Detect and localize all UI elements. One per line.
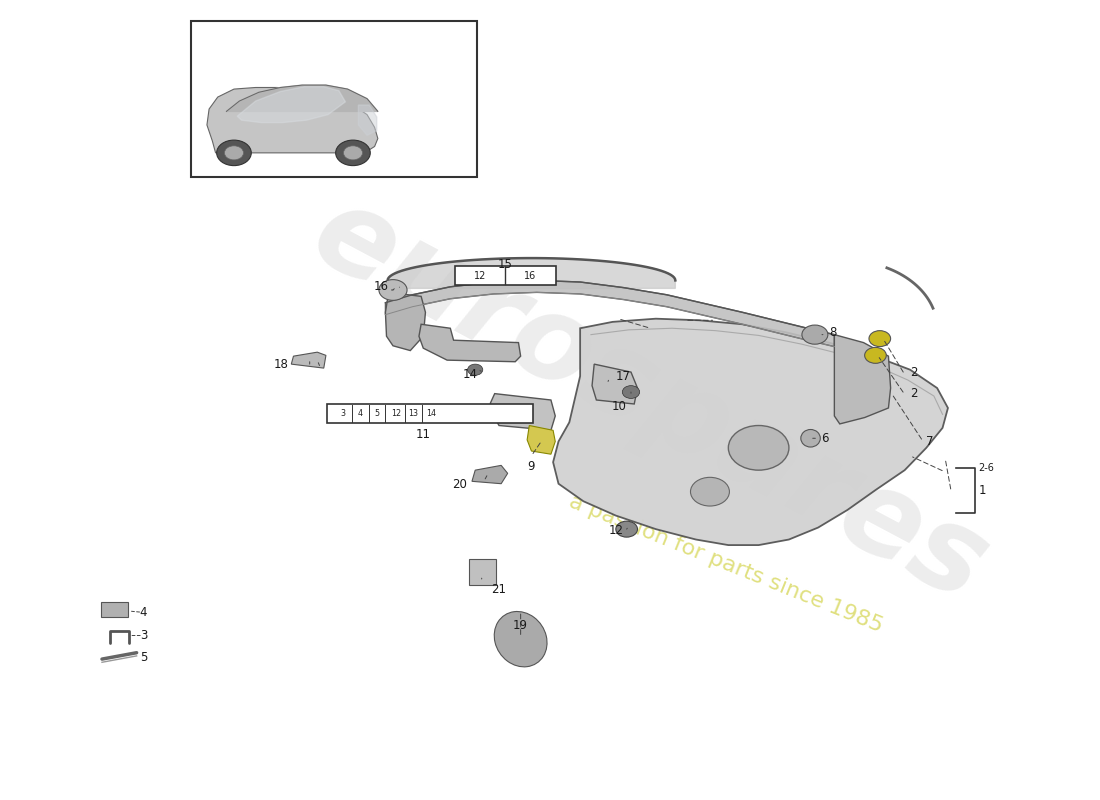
Text: 20: 20	[452, 478, 466, 491]
Text: 18: 18	[273, 358, 288, 370]
Text: 8: 8	[829, 326, 836, 338]
Circle shape	[217, 140, 251, 166]
Text: 2-6: 2-6	[978, 462, 994, 473]
Circle shape	[378, 280, 407, 300]
Circle shape	[468, 364, 483, 375]
Text: 12: 12	[474, 270, 487, 281]
Text: 14: 14	[426, 409, 436, 418]
Text: 21: 21	[492, 583, 506, 596]
Bar	[101, 602, 128, 617]
Text: 12: 12	[608, 524, 624, 538]
Polygon shape	[419, 324, 520, 362]
Text: 13: 13	[408, 409, 418, 418]
Ellipse shape	[494, 611, 547, 667]
Polygon shape	[385, 292, 426, 350]
Text: 16: 16	[374, 280, 388, 294]
Text: 1: 1	[978, 483, 986, 497]
Text: 3: 3	[341, 409, 345, 418]
Circle shape	[869, 330, 891, 346]
Text: 12: 12	[392, 409, 402, 418]
Circle shape	[728, 426, 789, 470]
Bar	[469, 559, 496, 585]
Circle shape	[224, 146, 243, 160]
Polygon shape	[238, 86, 345, 122]
Text: 9: 9	[528, 460, 536, 473]
Text: 7: 7	[926, 435, 934, 448]
Polygon shape	[835, 334, 891, 424]
Text: 2: 2	[910, 387, 917, 400]
Circle shape	[336, 140, 371, 166]
Text: eurospares: eurospares	[294, 174, 1006, 626]
Text: 17: 17	[616, 370, 630, 382]
Polygon shape	[207, 87, 377, 153]
Text: 14: 14	[462, 368, 477, 381]
Text: 16: 16	[525, 270, 537, 281]
Polygon shape	[387, 258, 675, 288]
Circle shape	[691, 478, 729, 506]
Bar	[190, 22, 477, 177]
Polygon shape	[592, 364, 638, 404]
Text: 6: 6	[822, 432, 829, 445]
Text: 4: 4	[358, 409, 363, 418]
Text: 4: 4	[140, 606, 147, 618]
Circle shape	[616, 521, 638, 537]
Text: 2: 2	[910, 366, 917, 378]
Polygon shape	[491, 394, 556, 430]
FancyBboxPatch shape	[327, 404, 532, 423]
Polygon shape	[292, 352, 326, 368]
Text: 19: 19	[513, 619, 528, 632]
Polygon shape	[227, 85, 377, 111]
Polygon shape	[553, 318, 948, 545]
Text: a passion for parts since 1985: a passion for parts since 1985	[566, 491, 887, 636]
Text: 5: 5	[374, 409, 379, 418]
Polygon shape	[385, 281, 835, 346]
Circle shape	[623, 386, 639, 398]
Circle shape	[343, 146, 363, 160]
Polygon shape	[359, 105, 377, 135]
Text: 5: 5	[140, 651, 147, 664]
Text: 10: 10	[612, 400, 627, 413]
Circle shape	[865, 347, 887, 363]
Text: 3: 3	[140, 629, 147, 642]
Ellipse shape	[801, 430, 821, 447]
Text: 15: 15	[498, 258, 513, 271]
FancyBboxPatch shape	[454, 266, 557, 286]
Text: 11: 11	[416, 428, 431, 441]
Polygon shape	[472, 466, 508, 484]
Circle shape	[802, 325, 828, 344]
Polygon shape	[527, 426, 556, 454]
